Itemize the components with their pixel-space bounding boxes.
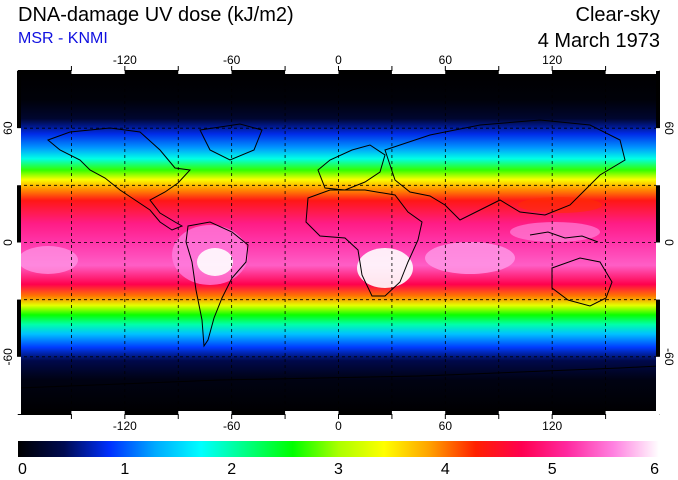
lon-label: -60: [223, 53, 241, 67]
frame-segment-bottom: [445, 411, 499, 415]
frame-segment-bottom: [605, 411, 659, 415]
date-label: 4 March 1973: [537, 30, 660, 52]
frame-segment-right: [656, 128, 660, 186]
lat-label: 60: [1, 121, 15, 135]
frame-segment-top: [338, 70, 392, 74]
frame-segment-top: [445, 70, 499, 74]
longitude-labels-bottom: -120 -60 0 60 120: [113, 419, 563, 433]
south-america-coast: [185, 221, 249, 348]
frame-segment-bottom: [18, 411, 72, 415]
source-label: MSR - KNMI: [18, 30, 108, 47]
latitude-labels-left: 60 0 -60: [1, 121, 15, 365]
lon-label: -60: [223, 419, 241, 433]
lon-label: 120: [542, 419, 562, 433]
map-title: DNA-damage UV dose (kJ/m2): [18, 4, 294, 26]
colorbar-tick-label: 5: [548, 461, 557, 478]
lat-label: 0: [662, 239, 676, 246]
frame-segment-bottom: [391, 411, 446, 415]
frame-segment-bottom: [124, 411, 179, 415]
europe-coast: [317, 144, 386, 191]
colorbar-tick-label: 0: [18, 461, 27, 478]
frame-segment-left: [17, 299, 21, 357]
lon-label: 120: [542, 53, 562, 67]
frame-segment-bottom: [285, 411, 339, 415]
lon-label: 60: [439, 419, 453, 433]
lon-label: 0: [335, 53, 342, 67]
antarctica-coast: [18, 365, 659, 389]
frame-segment-left: [17, 242, 21, 300]
lat-label: 0: [1, 239, 15, 246]
asia-coast: [384, 119, 626, 221]
frame-segment-bottom: [71, 411, 125, 415]
graticule: [18, 71, 659, 414]
frame-segment-top: [124, 70, 179, 74]
frame-segment-right: [656, 71, 660, 129]
frame-segment-right: [656, 356, 660, 414]
north-america-coast: [47, 127, 192, 231]
map-frame: [17, 70, 660, 415]
africa-coast: [305, 189, 423, 297]
lat-label: -60: [662, 348, 676, 366]
lon-label: 0: [335, 419, 342, 433]
sky-condition-label: Clear-sky: [575, 4, 660, 26]
lon-label: 60: [439, 53, 453, 67]
frame-segment-bottom: [552, 411, 606, 415]
frame-segment-top: [18, 70, 72, 74]
longitude-labels-top: -120 -60 0 60 120: [113, 53, 563, 67]
hotspots-layer: [18, 197, 602, 288]
frame-segment-bottom: [338, 411, 392, 415]
colorbar-tick-label: 6: [650, 461, 659, 478]
coastlines: [18, 119, 659, 389]
colorbar-tick-label: 1: [120, 461, 129, 478]
frame-segment-top: [231, 70, 286, 74]
lon-label: -120: [113, 419, 137, 433]
lat-label: -60: [1, 348, 15, 366]
frame-segment-bottom: [498, 411, 553, 415]
frame-segment-left: [17, 356, 21, 414]
greenland-coast: [199, 123, 263, 161]
frame-segment-left: [17, 71, 21, 129]
colorbar-tick-label: 3: [334, 461, 343, 478]
lat-label: 60: [662, 121, 676, 135]
frame-segment-right: [656, 242, 660, 300]
latitude-labels-right: 60 0 -60: [662, 121, 676, 365]
frame-segment-bottom: [178, 411, 232, 415]
colorbar-tick-label: 2: [227, 461, 236, 478]
frame-segment-top: [605, 70, 659, 74]
frame-segment-top: [552, 70, 606, 74]
axis-ticks: [70, 66, 607, 419]
frame-segment-bottom: [231, 411, 286, 415]
frame-segment-right: [656, 299, 660, 357]
frame-segment-top: [498, 70, 553, 74]
frame-segment-top: [285, 70, 339, 74]
colorbar-labels: 0 1 2 3 4 5 6: [18, 461, 659, 478]
frame-segment-top: [391, 70, 446, 74]
frame-segment-right: [656, 185, 660, 243]
australia-coast: [551, 257, 613, 307]
colorbar: [18, 441, 659, 457]
frame-segment-top: [178, 70, 232, 74]
frame-segment-top: [71, 70, 125, 74]
colorbar-tick-label: 4: [441, 461, 450, 478]
frame-segment-left: [17, 185, 21, 243]
lon-label: -120: [113, 53, 137, 67]
frame-segment-left: [17, 128, 21, 186]
indonesia-coast: [529, 231, 599, 243]
